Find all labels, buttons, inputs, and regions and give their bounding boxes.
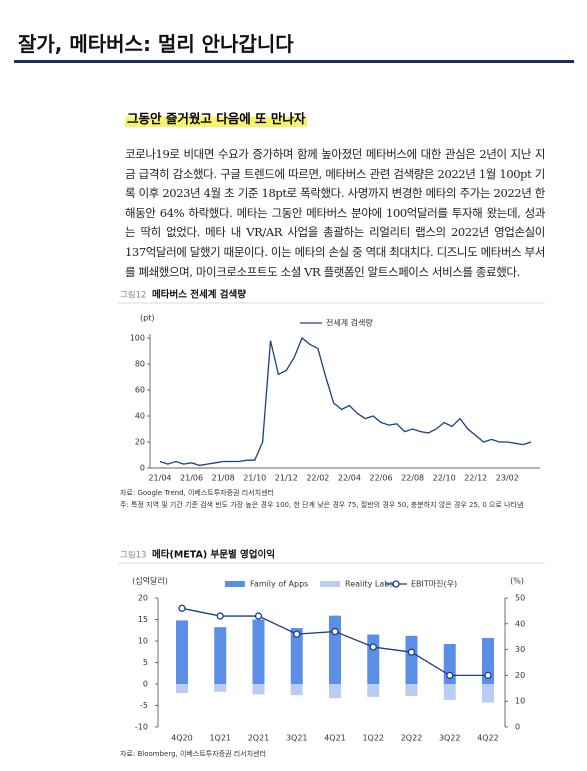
x-tick-label: 4Q22 [477,734,499,743]
x-tick-label: 22/02 [306,474,329,483]
bar [252,619,265,684]
bar [329,684,341,699]
x-tick-label: 21/06 [180,474,203,483]
page-title: 잘가, 메타버스: 멀리 안나갑니다 [18,32,294,56]
x-tick-label: 21/12 [275,474,298,483]
x-tick-label: 1Q21 [209,734,231,743]
x-tick-label: 22/06 [369,474,392,483]
y-tick-label: -10 [135,723,148,732]
bar [443,684,456,700]
bar [405,635,418,684]
y2-label: (%) [510,577,524,586]
bar [290,628,303,684]
x-tick-label: 23/02 [496,474,519,483]
x-tick-label: 1Q22 [362,734,384,743]
bar [214,684,227,692]
line-marker [216,612,224,620]
bar [482,637,494,684]
y-tick-label: 20 [135,438,145,447]
line-marker [446,671,454,680]
bar [482,684,494,703]
y-tick-label: 100 [130,334,145,343]
line-marker [178,604,186,612]
legend-label: Family of Apps [250,580,308,589]
bar [290,684,303,696]
figure-label: 그림13 [120,550,146,561]
line-marker [369,643,377,651]
y2-tick-label: 10 [515,697,525,706]
source: 자료: Google Trend, 이베스트투자증권 리서치센터 [120,488,274,497]
y-tick-label: 60 [135,386,145,395]
y-tick-label: 10 [138,637,148,646]
y-tick-label: 0 [143,680,148,689]
bar [405,684,418,697]
bar [367,684,380,697]
note: 주: 특정 지역 및 기간 기준 검색 빈도 가장 높은 경우 100, 한 단… [120,500,523,509]
y-tick-label: 5 [143,658,148,667]
y-tick-label: 20 [138,594,148,603]
y-tick-label: -5 [140,701,148,710]
paragraph: 코로나19로 비대면 수요가 증가하며 함께 높아졌던 메타버스에 대한 관심은… [125,147,545,279]
line-marker [484,671,492,680]
y-tick-label: 80 [135,360,145,369]
legend-label: Reality Labs [345,580,394,589]
line-marker [407,648,416,656]
bar [252,684,265,695]
legend-label: 전세계 검색량 [326,318,373,328]
bar [214,627,227,684]
x-tick-label: 22/12 [464,474,487,483]
bar [367,634,380,684]
legend-swatch [320,581,340,587]
x-tick-label: 3Q21 [286,734,308,743]
x-tick-label: 22/04 [338,474,361,483]
figure-title: 메타버스 전세계 검색량 [152,289,246,301]
y-label: (십억달러) [132,576,168,586]
y-tick-label: 40 [135,412,145,421]
y2-tick-label: 40 [515,619,525,628]
y-tick-label: 0 [140,464,145,473]
x-tick-label: 22/10 [433,474,456,483]
source: 자료: Bloomberg, 이베스트투자증권 리서치센터 [120,749,266,758]
x-tick-label: 3Q22 [439,734,461,743]
legend-label: EBIT마진(우) [411,579,457,589]
x-tick-label: 21/08 [212,474,235,483]
x-tick-label: 2Q22 [401,734,423,743]
bar [329,615,341,684]
figure-label: 그림12 [120,290,146,301]
y2-tick-label: 30 [515,645,525,654]
section-title: 그동안 즐거웠고 다음에 또 만나자 [125,108,308,127]
line-marker [254,612,263,620]
line-marker [331,627,339,636]
bar [176,620,188,684]
y-tick-label: 15 [138,615,148,624]
y-label: (pt) [140,314,154,323]
legend-marker [392,580,400,588]
y2-tick-label: 50 [515,594,525,603]
title-rule [14,60,574,63]
x-tick-label: 4Q20 [171,734,193,743]
x-tick-label: 21/04 [148,474,171,483]
line-marker [293,630,301,638]
legend-swatch [225,581,245,587]
bar [176,684,188,694]
x-tick-label: 2Q21 [248,734,270,743]
x-tick-label: 21/10 [243,474,266,483]
y2-tick-label: 20 [515,671,525,680]
x-tick-label: 4Q21 [324,734,346,743]
x-tick-label: 22/08 [401,474,424,483]
y2-tick-label: 0 [515,723,520,732]
figure-title: 메타(META) 부문별 영업이익 [152,549,275,561]
line-series [159,336,532,467]
